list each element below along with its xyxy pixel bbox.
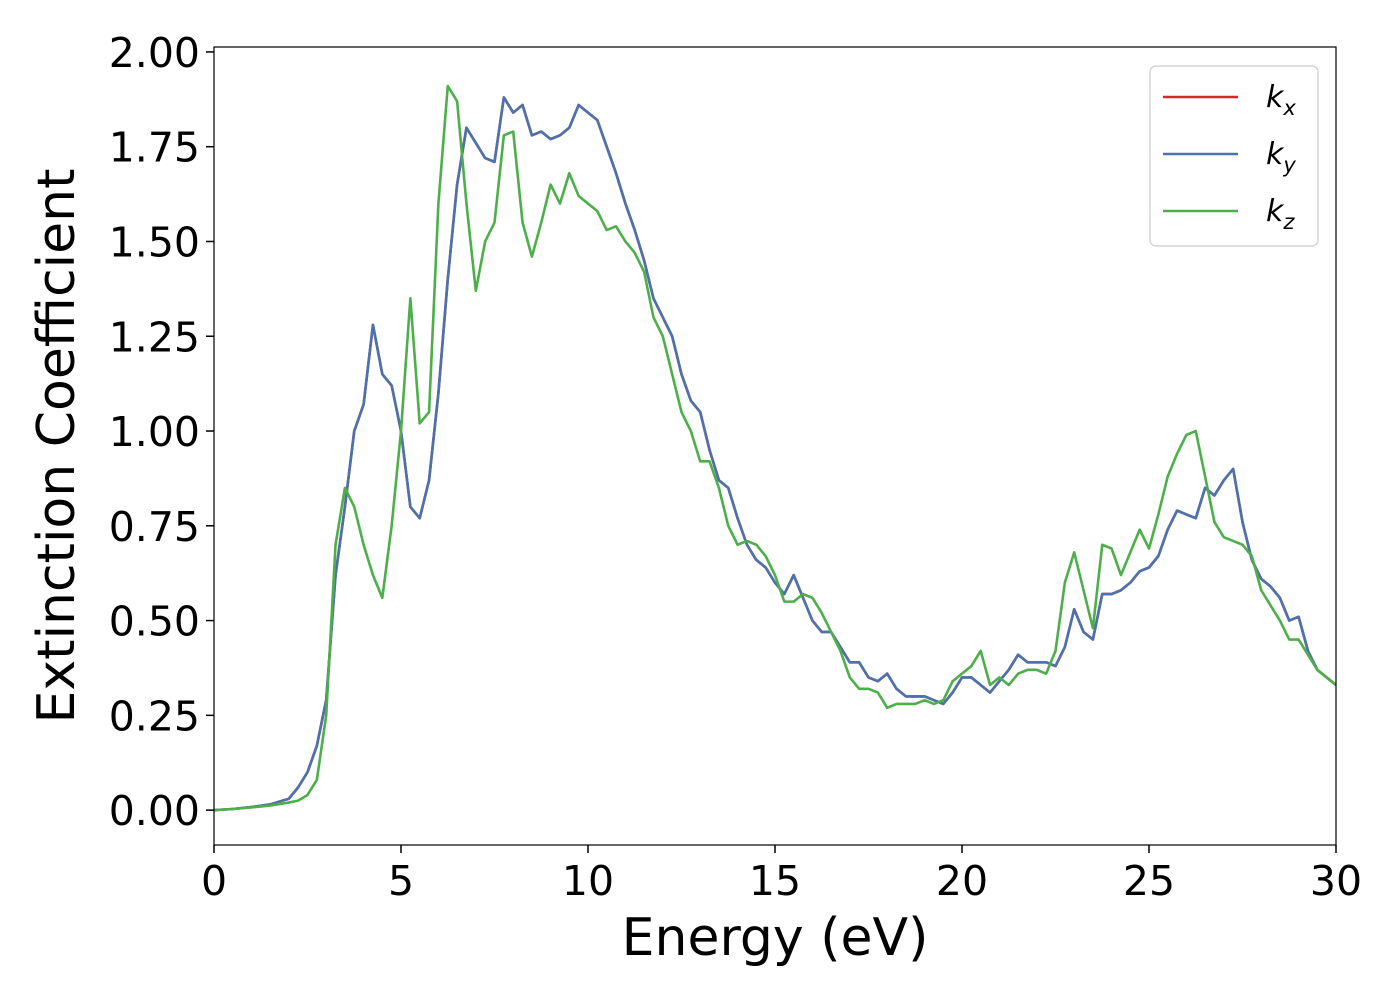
legend-box — [1149, 65, 1319, 247]
plot-lines — [214, 84, 1336, 812]
legend-label: ky — [1266, 137, 1296, 177]
y-tick-label: 1.75 — [109, 124, 200, 172]
x-tick-label: 25 — [1123, 857, 1175, 905]
y-tick-label: 0.00 — [109, 787, 200, 835]
y-tick-label: 1.25 — [109, 313, 200, 361]
data-line — [214, 84, 1336, 812]
x-tick-label: 15 — [749, 857, 801, 905]
y-tick-label: 0.75 — [109, 503, 200, 551]
plot-frame — [213, 46, 1337, 846]
x-tick-label: 5 — [388, 857, 414, 905]
x-tick-label: 30 — [1310, 857, 1362, 905]
x-tick-label: 0 — [201, 857, 227, 905]
x-axis-label: Energy (eV) — [622, 908, 929, 968]
legend-label: kz — [1266, 194, 1295, 234]
legend-label: kx — [1266, 80, 1296, 120]
y-tick-label: 1.50 — [109, 218, 200, 266]
x-tick-label: 20 — [936, 857, 988, 905]
y-axis-label: Extinction Coefficient — [27, 169, 87, 724]
y-tick-label: 0.25 — [109, 692, 200, 740]
data-line — [214, 96, 1336, 812]
y-tick-label: 0.50 — [109, 598, 200, 646]
y-tick-label: 2.00 — [109, 29, 200, 77]
x-tick-label: 10 — [562, 857, 614, 905]
y-tick-label: 1.00 — [109, 408, 200, 456]
